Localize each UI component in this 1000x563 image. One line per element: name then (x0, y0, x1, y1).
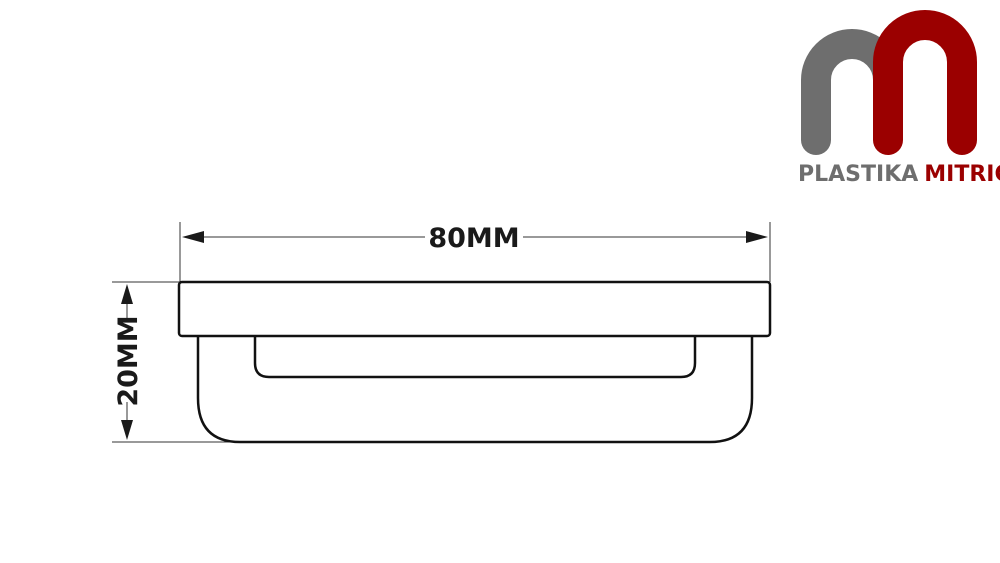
flange-plate (177, 280, 772, 338)
brand-name-part1: PLASTIKA (798, 162, 918, 187)
width-dimension: 80MM (179, 222, 771, 282)
brand-name-part2: MITRIĆ (924, 161, 1000, 187)
inner-recess (253, 336, 697, 379)
width-arrow-right (746, 231, 768, 243)
height-dimension: 20MM (112, 281, 240, 443)
height-label: 20MM (113, 315, 144, 406)
logo-n-mark (873, 10, 977, 155)
part-outline (177, 280, 772, 444)
body-outline (196, 336, 754, 444)
brand-logo: PLASTIKAMITRIĆ (798, 10, 1000, 187)
width-label: 80MM (428, 223, 519, 254)
width-arrow-left (182, 231, 204, 243)
svg-text:PLASTIKAMITRIĆ: PLASTIKAMITRIĆ (798, 161, 1000, 187)
height-arrow-bottom (121, 420, 133, 440)
height-arrow-top (121, 284, 133, 304)
